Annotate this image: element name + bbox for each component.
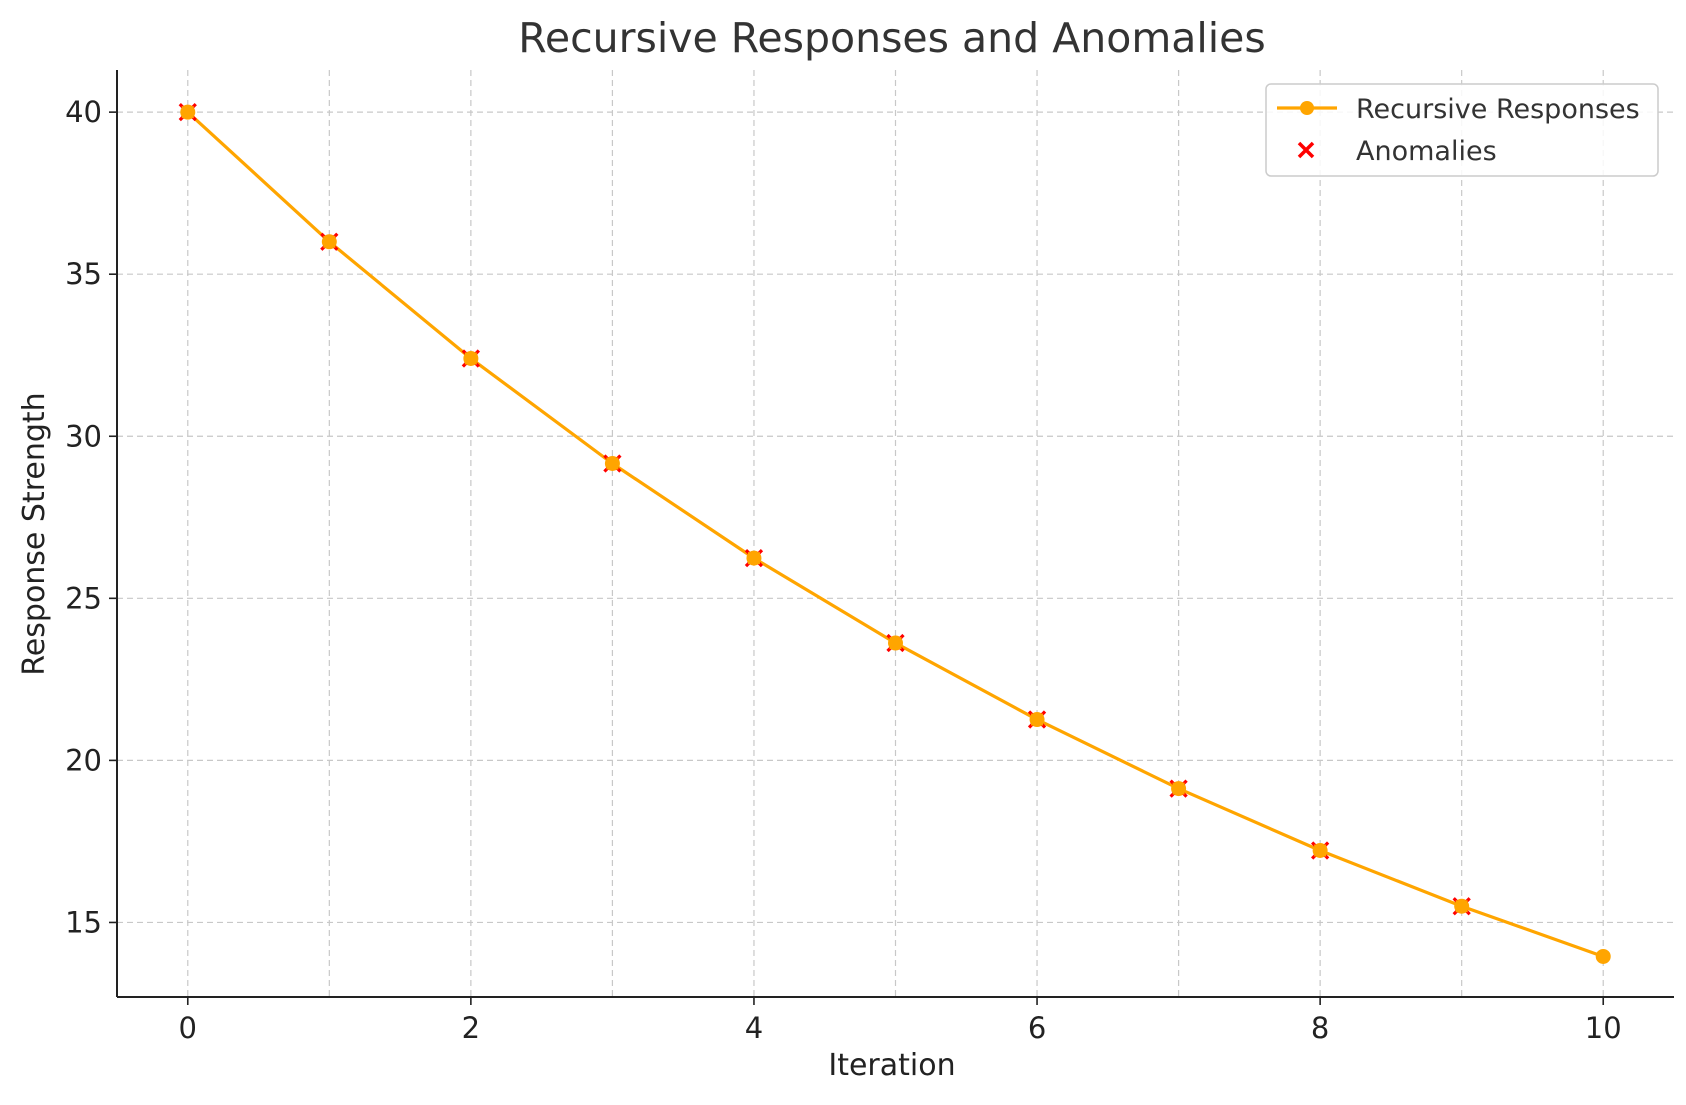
- data-point: [1595, 948, 1611, 964]
- y-tick-label: 25: [65, 581, 102, 615]
- series: [178, 103, 1611, 964]
- grid: [117, 70, 1674, 997]
- y-tick-label: 20: [65, 743, 102, 777]
- legend-box: [1265, 83, 1659, 177]
- legend-label-recursive-responses: Recursive Responses: [1356, 94, 1640, 125]
- x-tick-label: 2: [462, 1011, 480, 1045]
- legend-circle-marker: [1300, 101, 1314, 115]
- overlap-marker: [323, 235, 336, 248]
- legend-label-anomalies: Anomalies: [1356, 136, 1497, 167]
- overlap-marker: [1455, 900, 1468, 913]
- y-tick-label: 30: [65, 419, 102, 453]
- series-anomalies: [178, 103, 1471, 916]
- x-tick-label: 0: [179, 1011, 197, 1045]
- overlap-marker: [889, 637, 902, 650]
- x-tick-label: 10: [1585, 1011, 1622, 1045]
- overlap-marker: [1314, 844, 1327, 857]
- y-axis-ticks: 15 20 25 30 35 40: [65, 95, 117, 939]
- x-axis-label: Iteration: [828, 1048, 955, 1083]
- overlap-marker: [464, 352, 477, 365]
- x-tick-label: 6: [1028, 1011, 1046, 1045]
- x-tick-label: 4: [745, 1011, 763, 1045]
- overlap-marker: [1172, 782, 1185, 795]
- overlap-marker: [1031, 713, 1044, 726]
- marker-overlay: [181, 106, 1468, 913]
- overlap-marker: [181, 106, 194, 119]
- overlap-marker: [747, 552, 760, 565]
- overlap-marker: [606, 457, 619, 470]
- y-tick-label: 35: [65, 257, 102, 291]
- y-axis-label: Response Strength: [17, 392, 52, 675]
- x-axis-ticks: 0 2 4 6 8 10: [179, 997, 1622, 1045]
- y-tick-label: 15: [65, 905, 102, 939]
- x-tick-label: 8: [1311, 1011, 1329, 1045]
- chart-title: Recursive Responses and Anomalies: [518, 14, 1266, 62]
- legend-x-marker: [1297, 141, 1315, 159]
- y-tick-label: 40: [65, 95, 102, 129]
- axes: [116, 70, 1674, 998]
- legend: Recursive Responses Anomalies: [1265, 83, 1659, 177]
